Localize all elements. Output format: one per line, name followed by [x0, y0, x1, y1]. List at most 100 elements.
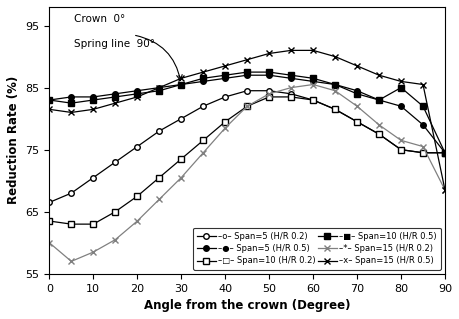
Line: –■– Span=10 (H/R 0.5): –■– Span=10 (H/R 0.5)	[46, 69, 448, 156]
–■– Span=10 (H/R 0.5)	[354, 92, 360, 96]
–o– Span=5 (H/R 0.2)	[90, 176, 96, 180]
Y-axis label: Reduction Rate (%): Reduction Rate (%)	[7, 76, 20, 204]
–□– Span=10 (H/R 0.2)	[223, 120, 228, 124]
–*– Span=15 (H/R 0.2)	[157, 197, 162, 201]
–x– Span=15 (H/R 0.5)	[310, 48, 316, 52]
–●– Span=5 (H/R 0.5)	[376, 98, 382, 102]
–●– Span=5 (H/R 0.5)	[201, 79, 206, 83]
–■– Span=10 (H/R 0.5)	[442, 151, 448, 155]
–●– Span=5 (H/R 0.5)	[442, 151, 448, 155]
–●– Span=5 (H/R 0.5)	[398, 104, 404, 108]
–o– Span=5 (H/R 0.2)	[201, 104, 206, 108]
–■– Span=10 (H/R 0.5)	[68, 101, 74, 105]
–□– Span=10 (H/R 0.2)	[266, 95, 272, 99]
–o– Span=5 (H/R 0.2)	[376, 132, 382, 136]
–*– Span=15 (H/R 0.2)	[288, 86, 294, 90]
–●– Span=5 (H/R 0.5)	[310, 79, 316, 83]
–o– Span=5 (H/R 0.2)	[288, 92, 294, 96]
–□– Span=10 (H/R 0.2)	[442, 151, 448, 155]
–●– Span=5 (H/R 0.5)	[134, 89, 140, 93]
–o– Span=5 (H/R 0.2)	[244, 89, 250, 93]
–□– Span=10 (H/R 0.2)	[201, 138, 206, 142]
–*– Span=15 (H/R 0.2)	[332, 89, 338, 93]
–*– Span=15 (H/R 0.2)	[420, 145, 426, 148]
–□– Span=10 (H/R 0.2)	[179, 157, 184, 161]
–■– Span=10 (H/R 0.5)	[112, 95, 118, 99]
–o– Span=5 (H/R 0.2)	[310, 98, 316, 102]
–□– Span=10 (H/R 0.2)	[398, 148, 404, 152]
–*– Span=15 (H/R 0.2)	[112, 238, 118, 241]
–x– Span=15 (H/R 0.5)	[68, 110, 74, 114]
–●– Span=5 (H/R 0.5)	[179, 83, 184, 86]
–●– Span=5 (H/R 0.5)	[420, 123, 426, 127]
–□– Span=10 (H/R 0.2)	[420, 151, 426, 155]
Line: –●– Span=5 (H/R 0.5): –●– Span=5 (H/R 0.5)	[46, 72, 448, 156]
–■– Span=10 (H/R 0.5)	[223, 73, 228, 77]
Text: Crown  0°: Crown 0°	[73, 14, 125, 24]
–*– Span=15 (H/R 0.2)	[47, 241, 52, 245]
–□– Span=10 (H/R 0.2)	[68, 222, 74, 226]
–x– Span=15 (H/R 0.5)	[376, 73, 382, 77]
–□– Span=10 (H/R 0.2)	[134, 194, 140, 198]
–o– Span=5 (H/R 0.2)	[398, 148, 404, 152]
–■– Span=10 (H/R 0.5)	[201, 76, 206, 80]
–*– Span=15 (H/R 0.2)	[354, 104, 360, 108]
–□– Span=10 (H/R 0.2)	[354, 120, 360, 124]
–*– Span=15 (H/R 0.2)	[134, 219, 140, 223]
–□– Span=10 (H/R 0.2)	[47, 219, 52, 223]
–■– Span=10 (H/R 0.5)	[157, 89, 162, 93]
–x– Span=15 (H/R 0.5)	[442, 188, 448, 192]
–■– Span=10 (H/R 0.5)	[288, 73, 294, 77]
Line: –*– Span=15 (H/R 0.2): –*– Span=15 (H/R 0.2)	[46, 81, 448, 265]
–*– Span=15 (H/R 0.2)	[90, 250, 96, 254]
–o– Span=5 (H/R 0.2)	[332, 108, 338, 111]
–*– Span=15 (H/R 0.2)	[223, 126, 228, 130]
–x– Span=15 (H/R 0.5)	[201, 70, 206, 74]
–●– Span=5 (H/R 0.5)	[68, 95, 74, 99]
–*– Span=15 (H/R 0.2)	[310, 83, 316, 86]
–*– Span=15 (H/R 0.2)	[201, 151, 206, 155]
–□– Span=10 (H/R 0.2)	[244, 104, 250, 108]
–*– Span=15 (H/R 0.2)	[398, 138, 404, 142]
–□– Span=10 (H/R 0.2)	[288, 95, 294, 99]
–□– Span=10 (H/R 0.2)	[310, 98, 316, 102]
–x– Span=15 (H/R 0.5)	[420, 83, 426, 86]
Line: –x– Span=15 (H/R 0.5): –x– Span=15 (H/R 0.5)	[46, 47, 448, 194]
Text: Spring line  90°: Spring line 90°	[73, 39, 155, 49]
–*– Span=15 (H/R 0.2)	[244, 104, 250, 108]
–■– Span=10 (H/R 0.5)	[332, 83, 338, 86]
–●– Span=5 (H/R 0.5)	[288, 76, 294, 80]
–■– Span=10 (H/R 0.5)	[266, 70, 272, 74]
–x– Span=15 (H/R 0.5)	[244, 58, 250, 62]
Line: –□– Span=10 (H/R 0.2): –□– Span=10 (H/R 0.2)	[46, 94, 448, 227]
–o– Span=5 (H/R 0.2)	[134, 145, 140, 148]
–■– Span=10 (H/R 0.5)	[376, 98, 382, 102]
–x– Span=15 (H/R 0.5)	[332, 55, 338, 58]
–x– Span=15 (H/R 0.5)	[398, 79, 404, 83]
–*– Span=15 (H/R 0.2)	[266, 92, 272, 96]
–o– Span=5 (H/R 0.2)	[354, 120, 360, 124]
–●– Span=5 (H/R 0.5)	[47, 98, 52, 102]
–o– Span=5 (H/R 0.2)	[442, 151, 448, 155]
–*– Span=15 (H/R 0.2)	[68, 259, 74, 263]
–x– Span=15 (H/R 0.5)	[134, 95, 140, 99]
–o– Span=5 (H/R 0.2)	[223, 95, 228, 99]
–x– Span=15 (H/R 0.5)	[354, 64, 360, 68]
–■– Span=10 (H/R 0.5)	[134, 92, 140, 96]
–●– Span=5 (H/R 0.5)	[266, 73, 272, 77]
–□– Span=10 (H/R 0.2)	[90, 222, 96, 226]
–□– Span=10 (H/R 0.2)	[112, 210, 118, 214]
–*– Span=15 (H/R 0.2)	[442, 188, 448, 192]
–□– Span=10 (H/R 0.2)	[376, 132, 382, 136]
–x– Span=15 (H/R 0.5)	[223, 64, 228, 68]
–●– Span=5 (H/R 0.5)	[112, 92, 118, 96]
–●– Span=5 (H/R 0.5)	[223, 76, 228, 80]
–■– Span=10 (H/R 0.5)	[310, 76, 316, 80]
–x– Span=15 (H/R 0.5)	[179, 76, 184, 80]
Line: –o– Span=5 (H/R 0.2): –o– Span=5 (H/R 0.2)	[46, 88, 448, 205]
–■– Span=10 (H/R 0.5)	[90, 98, 96, 102]
–●– Span=5 (H/R 0.5)	[244, 73, 250, 77]
–□– Span=10 (H/R 0.2)	[332, 108, 338, 111]
–o– Span=5 (H/R 0.2)	[420, 151, 426, 155]
–*– Span=15 (H/R 0.2)	[179, 176, 184, 180]
